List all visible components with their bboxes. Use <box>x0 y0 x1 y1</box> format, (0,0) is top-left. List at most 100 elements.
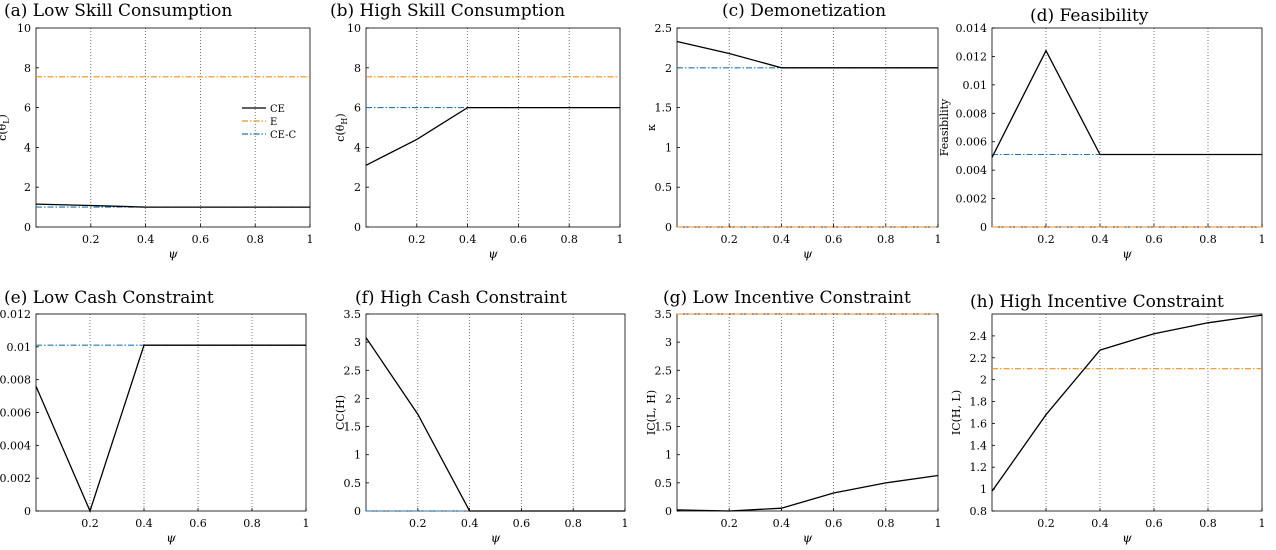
y-tick-label: 2.2 <box>970 352 988 365</box>
y-tick-label: 2 <box>980 374 987 387</box>
y-tick-label: 0.004 <box>0 439 31 452</box>
x-tick-label: 0.4 <box>773 517 791 530</box>
x-tick-label: 0.2 <box>81 517 99 530</box>
x-axis-label: ψ <box>803 247 813 261</box>
x-tick-label: 1 <box>1259 517 1266 530</box>
x-tick-label: 0.2 <box>1037 233 1055 246</box>
series-line-ce <box>991 314 1263 492</box>
x-axis-label: ψ <box>488 247 498 261</box>
y-tick-label: 1.4 <box>970 439 988 452</box>
y-tick-label: 3.5 <box>344 308 362 321</box>
y-tick-label: 1 <box>980 483 987 496</box>
x-tick-label: 1 <box>617 233 624 246</box>
y-tick-label: 0.012 <box>956 50 988 63</box>
legend-label: CE <box>270 104 285 115</box>
y-tick-label: 6 <box>354 102 361 115</box>
x-tick-label: 0.2 <box>720 517 738 530</box>
legend-label: E <box>270 117 277 128</box>
y-tick-label: 8 <box>24 62 31 75</box>
x-tick-label: 0.2 <box>408 233 426 246</box>
plot-area <box>365 27 621 228</box>
y-tick-label: 1.5 <box>655 421 673 434</box>
y-tick-label: 3 <box>354 336 361 349</box>
x-tick-label: 0.6 <box>513 517 531 530</box>
x-tick-label: 0.6 <box>189 517 207 530</box>
y-tick-label: 0.006 <box>0 407 31 420</box>
y-axis-label: Feasibility <box>938 98 951 156</box>
y-tick-label: 2 <box>24 181 31 194</box>
series-line-ce <box>991 49 1262 158</box>
chart-panel-c: (c) Demonetization 0.2 0.4 0.6 0.8 1 0 0.5 1 1.5 2… <box>645 1 942 261</box>
y-tick-label: 0.006 <box>956 136 988 149</box>
y-tick-label: 1.2 <box>970 461 988 474</box>
y-axis-label: IC(H, L) <box>950 390 963 435</box>
series-line-ce <box>365 337 625 512</box>
legend-label: CE-C <box>270 130 297 141</box>
x-axis-label: ψ <box>1122 531 1132 545</box>
y-tick-label: 0.014 <box>956 22 988 35</box>
x-tick-label: 0.2 <box>82 233 100 246</box>
x-tick-label: 1 <box>1259 233 1266 246</box>
y-tick-label: 0.01 <box>963 79 988 92</box>
x-tick-label: 0.8 <box>1199 517 1217 530</box>
y-tick-label: 0.01 <box>7 341 32 354</box>
y-tick-label: 4 <box>24 141 31 154</box>
y-tick-label: 1.8 <box>970 396 988 409</box>
y-tick-label: 2.4 <box>970 330 988 343</box>
x-tick-label: 0.6 <box>825 233 843 246</box>
y-tick-label: 3 <box>665 336 672 349</box>
y-tick-label: 1.5 <box>344 421 362 434</box>
y-tick-label: 2 <box>354 181 361 194</box>
y-tick-label: 3.5 <box>655 308 673 321</box>
x-axis-label: ψ <box>168 247 178 261</box>
x-tick-label: 1 <box>303 517 310 530</box>
y-tick-label: 6 <box>24 102 31 115</box>
plot-area <box>35 313 307 512</box>
y-tick-label: 2.5 <box>655 364 673 377</box>
series-line-ce <box>676 40 938 69</box>
y-tick-label: 2 <box>665 62 672 75</box>
y-axis-label: CC(H) <box>334 395 347 430</box>
x-tick-label: 0.6 <box>1145 517 1163 530</box>
y-tick-label: 1 <box>354 449 361 462</box>
y-tick-label: 2.5 <box>344 364 362 377</box>
y-tick-label: 0.8 <box>970 505 988 518</box>
y-tick-label: 0.008 <box>956 107 988 120</box>
x-tick-label: 0.4 <box>461 517 479 530</box>
series-line-ce <box>676 474 939 512</box>
x-tick-label: 0.8 <box>560 233 578 246</box>
x-axis-label: ψ <box>491 531 501 545</box>
chart-title: (h) High Incentive Constraint <box>970 292 1224 312</box>
x-tick-label: 0.8 <box>246 233 264 246</box>
y-axis-label: c(θH) <box>334 113 349 141</box>
chart-panel-d: (d) Feasibility 0.2 0.4 0.6 0.8 1 0 0.002 0.004 0… <box>938 6 1266 261</box>
y-tick-label: 4 <box>354 141 361 154</box>
x-axis-label: ψ <box>1122 247 1132 261</box>
x-tick-label: 0.6 <box>1145 233 1163 246</box>
x-tick-label: 1 <box>307 233 314 246</box>
x-tick-label: 0.6 <box>825 517 843 530</box>
chart-panel-f: (f) High Cash Constraint 0.2 0.4 0.6 0.8 1 0 0.… <box>334 288 629 545</box>
chart-title: (f) High Cash Constraint <box>355 288 567 308</box>
chart-panel-g: (g) Low Incentive Constraint 0.2 0.4 0.6 0.8… <box>645 288 942 545</box>
y-tick-label: 0 <box>24 221 31 234</box>
x-tick-label: 0.8 <box>564 517 582 530</box>
plot-area <box>365 313 626 512</box>
y-tick-label: 0.5 <box>655 477 673 490</box>
y-tick-label: 0 <box>354 221 361 234</box>
y-tick-label: 0 <box>665 221 672 234</box>
y-tick-label: 1 <box>665 141 672 154</box>
chart-title: (c) Demonetization <box>722 1 886 21</box>
series-line-ce <box>35 203 310 208</box>
plot-area <box>676 27 939 228</box>
y-tick-label: 0 <box>665 505 672 518</box>
x-tick-label: 0.8 <box>877 517 895 530</box>
x-axis-label: ψ <box>803 531 813 545</box>
chart-panel-e: (e) Low Cash Constraint 0.2 0.4 0.6 0.8 1 0 0.0… <box>0 288 310 545</box>
y-tick-label: 1 <box>665 449 672 462</box>
x-tick-label: 0.8 <box>1199 233 1217 246</box>
series-line-ce <box>365 106 620 166</box>
x-tick-label: 0.6 <box>192 233 210 246</box>
y-tick-label: 0.002 <box>0 472 31 485</box>
